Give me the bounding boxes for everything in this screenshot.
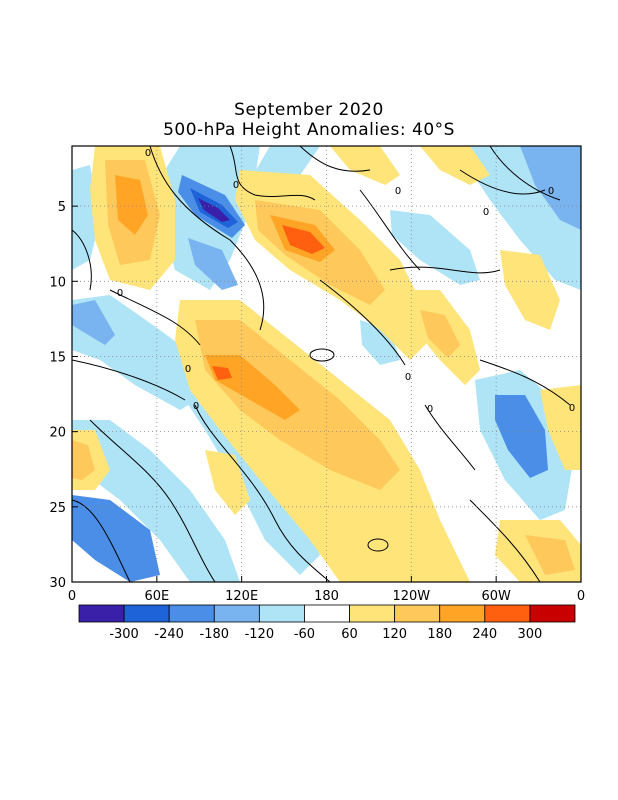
- neg-band-7-core: [520, 146, 581, 230]
- neg-band-2: [188, 238, 238, 290]
- y-tick-label: 5: [58, 200, 66, 215]
- pos-band-8: [540, 385, 581, 470]
- contour-line: [489, 146, 561, 201]
- colorbar-swatch: [258, 604, 305, 623]
- colorbar-swatch: [168, 604, 215, 623]
- chart-title: September 2020: [234, 100, 384, 120]
- contour-value-label: 0: [117, 288, 123, 299]
- colorbar-label: -240: [154, 627, 184, 642]
- colorbar-swatch: [78, 604, 125, 623]
- y-axis-ticks: 5 10 15 20 25 30: [49, 200, 78, 591]
- x-tick-label: 180: [314, 589, 339, 604]
- colorbar-label: 300: [517, 627, 542, 642]
- contour-value-label: 0: [483, 207, 489, 218]
- x-tick-label: 60E: [144, 589, 169, 604]
- contour-line: [469, 499, 541, 582]
- contour-line: [359, 189, 421, 271]
- pos-band-5-core: [72, 440, 95, 480]
- grid-lines: [72, 146, 581, 582]
- colorbar: -300 -240 -180 -120 -60 60 120 180 240 300: [78, 604, 576, 642]
- pos-band-10: [330, 146, 400, 185]
- contour-value-label: 0: [395, 186, 401, 197]
- contour-line: [424, 404, 476, 471]
- x-axis-ticks: 0 60E 120E 180 120W 60W 0: [68, 576, 585, 604]
- plot-area: 0 0 0 0 0 0 0 0 0 0 0: [72, 146, 581, 582]
- neg-band-1-peak: [198, 198, 230, 222]
- zero-contours: [72, 146, 571, 582]
- neg-band-8-core: [495, 395, 548, 478]
- colorbar-label: -300: [109, 627, 139, 642]
- contour-line: [229, 146, 316, 201]
- neg-band-9: [390, 210, 480, 285]
- neg-band-4-core: [72, 300, 115, 345]
- x-tick-label: 120W: [392, 589, 430, 604]
- colorbar-swatch: [123, 604, 170, 623]
- contour-line: [149, 146, 265, 331]
- y-tick-label: 30: [49, 576, 66, 591]
- y-tick-label: 20: [49, 426, 66, 441]
- contour-line: [389, 266, 501, 274]
- contour-line: [89, 419, 216, 582]
- x-tick-label: 0: [577, 589, 585, 604]
- x-tick-label: 120E: [225, 589, 258, 604]
- neg-band-5: [72, 420, 240, 582]
- contour-value-label: 0: [193, 401, 199, 412]
- pos-band-2-peak: [282, 225, 325, 254]
- neg-band-5-core: [72, 495, 160, 582]
- x-tick-label: 60W: [481, 589, 511, 604]
- pos-band-7-core: [525, 535, 575, 575]
- anomaly-bands: [72, 146, 581, 582]
- contour-value-label: 0: [427, 404, 433, 415]
- contour-line: [459, 169, 546, 195]
- colorbar-swatch: [394, 604, 441, 623]
- contour-value-label: 0: [145, 148, 151, 159]
- contour-line: [72, 229, 92, 291]
- y-tick-label: 10: [49, 275, 66, 290]
- colorbar-swatch: [529, 604, 576, 623]
- colorbar-label: 240: [472, 627, 497, 642]
- colorbar-label: 180: [427, 627, 452, 642]
- contour-value-label: 0: [569, 403, 575, 414]
- pos-band-4-core: [420, 310, 460, 358]
- pos-band-11: [420, 146, 490, 185]
- colorbar-label: -180: [200, 627, 230, 642]
- contour-value-label: 0: [548, 186, 554, 197]
- contour-line: [72, 499, 131, 582]
- contour-loop: [309, 348, 335, 362]
- x-tick-label: 0: [68, 589, 76, 604]
- contour-value-label: 0: [185, 364, 191, 375]
- colorbar-label: -60: [294, 627, 315, 642]
- neg-band-6: [185, 380, 320, 575]
- colorbar-swatch: [304, 604, 350, 623]
- pos-band-1-inner: [115, 175, 148, 235]
- contour-line: [299, 146, 371, 172]
- y-tick-label: 25: [49, 501, 66, 516]
- colorbar-label: 120: [382, 627, 407, 642]
- contour-line: [319, 279, 406, 366]
- contour-labels: 0 0 0 0 0 0 0 0 0 0 0: [117, 148, 575, 415]
- contour-line: [109, 289, 201, 346]
- pos-band-9: [500, 250, 560, 330]
- colorbar-label: -120: [245, 627, 275, 642]
- contour-line: [194, 404, 331, 582]
- colorbar-swatch: [349, 604, 396, 623]
- colorbar-swatch: [213, 604, 260, 623]
- colorbar-swatch: [439, 604, 486, 623]
- contour-line: [479, 359, 571, 406]
- colorbar-label: 60: [341, 627, 358, 642]
- chart-subtitle: 500-hPa Height Anomalies: 40°S: [163, 120, 455, 140]
- y-tick-label: 15: [49, 350, 66, 365]
- pos-band-3-peak: [212, 366, 232, 380]
- colorbar-swatch: [484, 604, 531, 623]
- contour-value-label: 0: [233, 180, 239, 191]
- contour-line: [72, 359, 186, 401]
- contour-value-label: 0: [405, 372, 411, 383]
- contour-loop: [367, 538, 389, 552]
